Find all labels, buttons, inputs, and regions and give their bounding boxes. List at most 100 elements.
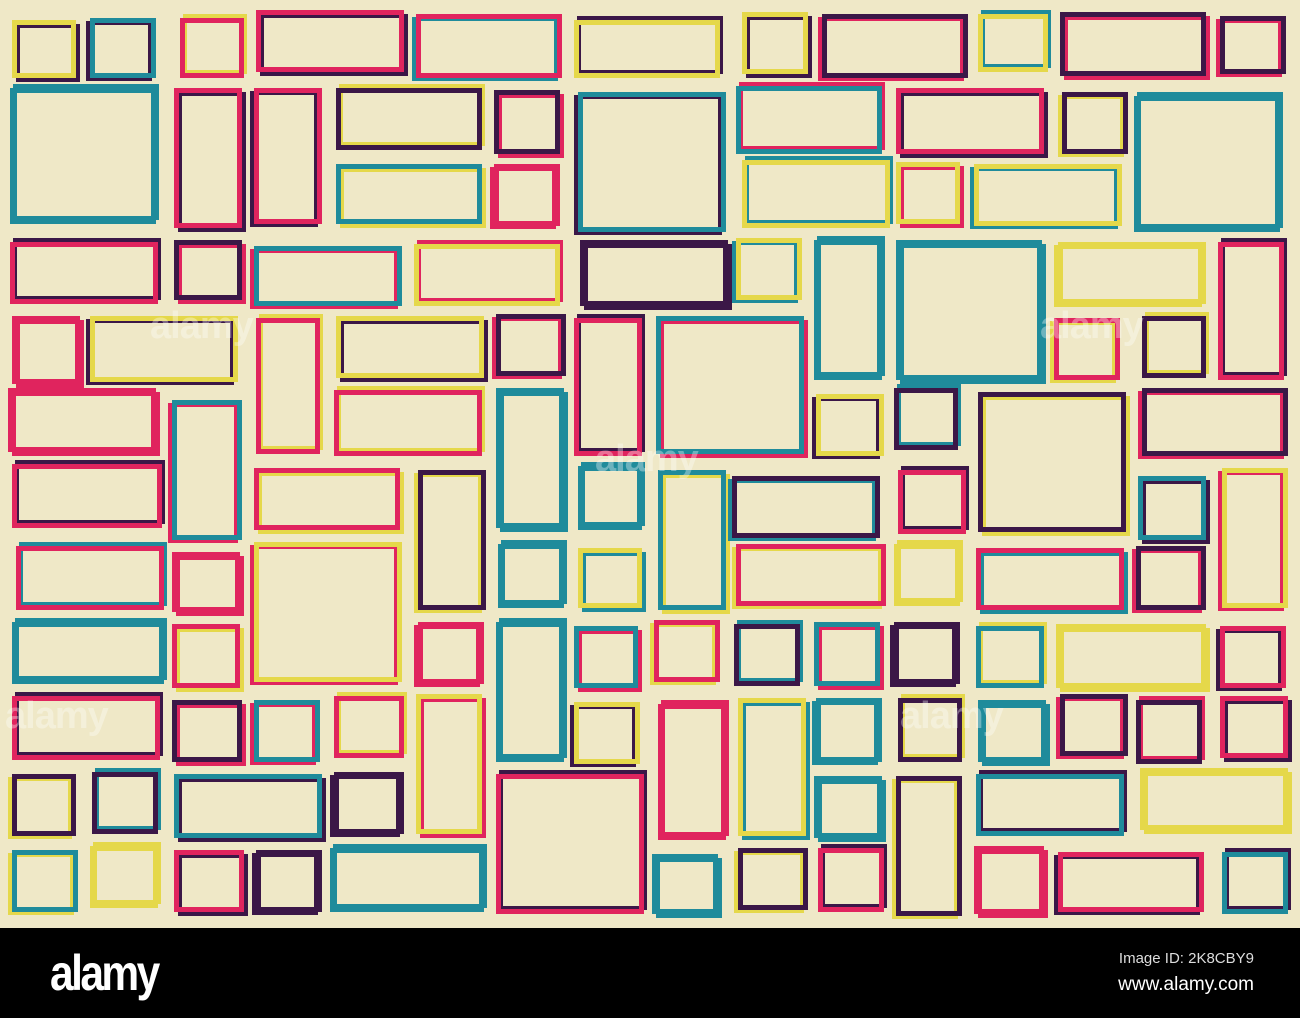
outlined-rectangle [734,620,803,686]
outlined-rectangle [658,470,730,614]
outlined-rectangle [12,20,80,82]
outlined-rectangle [330,844,487,912]
rectangle-shadow-outline [578,630,642,692]
rectangle-shadow-outline [420,698,486,838]
outlined-rectangle [10,238,161,304]
outlined-rectangle [742,12,812,78]
outlined-rectangle [814,236,885,380]
rectangle-outline [1134,96,1280,232]
outlined-rectangle [86,18,156,81]
rectangle-shadow-outline [900,92,1048,158]
rectangle-outline [172,624,240,688]
rectangle-shadow-outline [340,320,488,382]
outlined-rectangle [738,698,810,840]
outlined-rectangle [812,394,884,459]
outlined-rectangle [416,694,486,838]
rectangle-shadow-outline [1144,772,1292,834]
rectangle-outline [574,318,642,456]
rectangle-shadow-outline [16,24,80,82]
watermark: alamy [900,695,1004,737]
outlined-rectangle [894,540,963,606]
rectangle-outline [1142,388,1288,456]
outlined-rectangle [1142,312,1209,378]
rectangle-outline [180,18,244,78]
site-url: www.alamy.com [1118,974,1254,995]
alamy-logo: alamy [50,945,160,1001]
outlined-rectangle [412,14,562,81]
outlined-rectangle [250,246,402,309]
rectangle-shadow-outline [662,474,730,614]
rectangle-shadow-outline [900,244,1046,384]
outlined-rectangle [1138,388,1288,459]
rectangle-shadow-outline [584,244,732,310]
rectangle-outline [974,164,1122,226]
rectangle-outline [256,10,404,72]
outlined-rectangle [896,240,1046,384]
rectangle-shadow-outline [582,552,646,612]
rectangle-outline [894,544,960,606]
outlined-rectangle [1132,546,1206,613]
watermark: alamy [5,695,109,737]
rectangle-outline [978,700,1046,762]
rectangle-outline [898,698,962,762]
rectangle-outline [976,626,1044,688]
rectangle-shadow-outline [1142,480,1210,544]
rectangle-shadow-outline [660,320,808,458]
rectangle-outline [1142,316,1206,378]
rectangle-shadow-outline [12,392,160,456]
footer-bar: alamy Image ID: 2K8CBY9 www.alamy.com [0,928,1300,1018]
rectangle-shadow-outline [176,556,244,616]
outlined-rectangle [334,692,407,758]
outlined-rectangle [574,626,642,692]
rectangle-shadow-outline [900,166,964,228]
rectangle-outline [654,620,720,682]
outlined-rectangle [336,84,485,150]
rectangle-outline [90,18,156,78]
outlined-rectangle [1138,476,1210,544]
outlined-rectangle [168,400,242,543]
outlined-rectangle [732,544,886,609]
rectangle-outline [656,316,804,454]
outlined-rectangle [578,462,645,530]
outlined-rectangle [174,850,248,916]
rectangle-outline [90,316,238,382]
outlined-rectangle [814,622,884,690]
rectangle-shadow-outline [258,472,404,534]
rectangle-outline [12,774,76,836]
rectangle-outline [1136,700,1202,764]
rectangle-outline [574,626,638,688]
outlined-rectangle [1216,626,1286,691]
rectangle-outline [742,12,808,74]
outlined-rectangle [736,82,885,154]
rectangle-shadow-outline [656,858,722,918]
outlined-rectangle [970,164,1122,229]
rectangle-outline [738,848,808,910]
rectangle-outline [12,622,164,684]
outlined-rectangle [742,156,893,228]
rectangle-outline [978,392,1126,532]
rectangle-outline [578,548,642,608]
rectangle-outline [174,774,322,838]
outlined-rectangle [174,774,326,842]
rectangle-outline [976,548,1124,610]
outlined-rectangle [256,10,408,76]
rectangle-shadow-outline [178,778,326,842]
rectangle-outline [1060,12,1206,76]
rectangle-shadow-outline [178,244,246,304]
rectangle-outline [814,622,880,686]
outlined-rectangle [892,776,962,919]
rectangle-outline [172,700,242,762]
outlined-rectangle [732,238,802,303]
rectangle-outline [174,88,242,228]
rectangle-outline [736,544,886,606]
outlined-rectangle [658,700,729,840]
outlined-rectangle [978,392,1130,536]
rectangle-outline [1062,92,1128,154]
outlined-rectangle [1218,238,1287,380]
rectangle-shadow-outline [982,704,1050,766]
rectangle-outline [578,92,726,232]
outlined-rectangle [496,770,647,914]
outlined-rectangle [894,384,961,450]
rectangle-shadow-outline [818,780,886,842]
outlined-rectangle [494,90,564,158]
